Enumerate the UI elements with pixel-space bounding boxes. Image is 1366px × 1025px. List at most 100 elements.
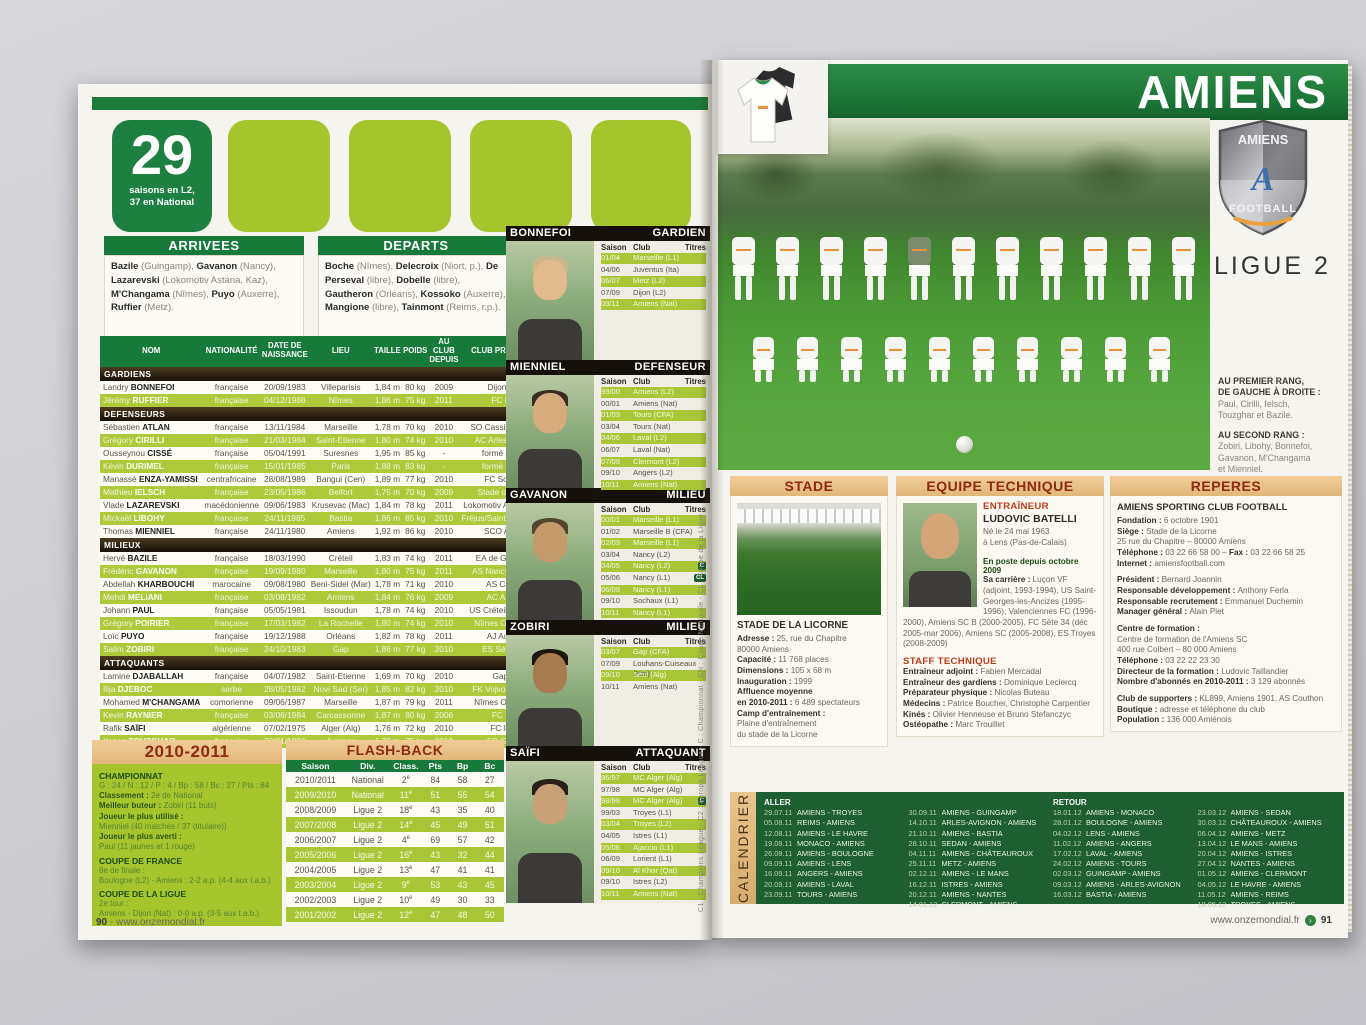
fixture-date: 27.04.12 — [1197, 859, 1227, 869]
player-data-cell: 05/05/1981 — [260, 603, 309, 617]
player-data-cell: 70 kg — [402, 420, 429, 434]
player-figure-shirt — [840, 337, 862, 359]
fixture-date: 01.05.12 — [1197, 869, 1227, 879]
player-first-name: Loïc — [103, 631, 121, 642]
fixture-match: BOULOGNE - AMIENS — [1086, 818, 1163, 828]
flashback-cell: 2001/2002 — [286, 907, 345, 922]
fixtures-column-header: RETOUR — [1053, 798, 1087, 807]
player-data-cell: 20/09/1983 — [260, 380, 309, 394]
player-data-cell: Novi Sad (Ser) — [308, 682, 373, 696]
table-row: Ilija DJEBOC serbe 28/05/1982 Novi Sad (Ser… — [100, 682, 555, 696]
flashback-title: FLASH-BACK — [286, 740, 504, 760]
text-line: Né le 24 mai 1963 — [903, 527, 1097, 538]
right-page-footer: www.onzemondial.fr › 91 — [1210, 915, 1332, 926]
player-data-cell: 09/06/1987 — [260, 695, 309, 709]
bold-text: Directeur de la formation : — [1117, 666, 1222, 676]
list-item: 04/06 Laval (L2) — [601, 433, 706, 444]
flashback-cell: 48 — [449, 907, 476, 922]
player-data-cell: 2010 — [428, 511, 460, 525]
squad-section-row: MILIEUX — [100, 537, 555, 552]
text-line: Affluence moyenne — [737, 687, 881, 698]
player-data-cell: 1,76 m — [372, 721, 403, 735]
fixture-date: 04.11.11 — [908, 848, 937, 858]
plain-text: 03 22 66 58 00 – — [1165, 547, 1229, 557]
player-data-cell: 71 kg — [402, 577, 429, 591]
player-data-cell: française — [202, 603, 261, 617]
fixture-row: 14.01.12 CLERMONT - AMIENS — [909, 900, 1050, 910]
player-data-cell: marocaine — [202, 577, 261, 591]
player-figure-legs — [858, 276, 892, 300]
fixture-match: ANGERS - AMIENS — [797, 869, 863, 879]
fixture-match: AMIENS - LE MANS — [941, 869, 1009, 879]
table-row: Jérémy RUFFIER française 04/12/1988 Nîmes 1,… — [100, 393, 555, 407]
player-data-cell: 09/08/1980 — [260, 577, 309, 591]
plain-text: 2e de National — [151, 791, 203, 801]
fixture-match: AMIENS - BASTIA — [941, 828, 1003, 838]
player-figure-shirt — [1060, 337, 1082, 359]
history-titles: CL — [694, 573, 706, 584]
fixture-match: ARLES-AVIGNON - AMIENS — [941, 818, 1037, 828]
player-first-name: Grégory — [103, 435, 136, 446]
sponsor-stripe — [867, 249, 883, 251]
player-last-name: DJABALLAH — [132, 671, 184, 682]
player-name-cell: Vlade LAZAREVSKI — [100, 498, 203, 512]
player-data-cell: 86 kg — [402, 524, 429, 538]
history-season: 96/97 — [601, 773, 621, 782]
player-data-cell: française — [202, 511, 261, 525]
player-last-name: MELIANI — [127, 592, 163, 603]
player-figure-shorts — [908, 265, 930, 276]
player-figure — [1098, 336, 1132, 382]
plain-text: Marc Trouillet — [955, 720, 1005, 730]
flashback-cell: Ligue 2 — [344, 832, 391, 847]
text-heading: DE GAUCHE À DROITE : — [1218, 387, 1321, 398]
flashback-cell: 12e — [390, 907, 422, 922]
flashback-cell: 33 — [475, 892, 504, 907]
flashback-cell: 13e — [390, 862, 422, 877]
player-last-name: MIENNIEL — [135, 526, 175, 537]
player-figure-shorts — [996, 265, 1018, 276]
player-data-cell: 24/10/1983 — [260, 642, 309, 656]
leg — [965, 276, 972, 300]
player-data-cell: 2009 — [428, 485, 460, 499]
transfer-player-info: (Metz). — [144, 302, 174, 314]
text-line: Amiens - Dijon (Nat) : 0-0 a.p. (3-5 aux… — [99, 909, 275, 919]
list-item: 03/07 Gap (CFA) — [601, 647, 706, 658]
history-season: 10/11 — [601, 607, 620, 617]
history-header-row: Saison Club Titres — [601, 636, 706, 647]
history-season: 10/11 — [601, 681, 620, 691]
player-name-cell: Ousseynou CISSÉ — [100, 446, 203, 460]
flashback-cell: 84 — [421, 772, 450, 787]
squad-section-row: DEFENSEURS — [100, 406, 555, 421]
player-portrait — [506, 761, 594, 903]
transfer-player-name: Delecroix — [395, 261, 442, 272]
player-data-cell: Nîmes — [308, 393, 373, 407]
player-data-cell: 23/05/1986 — [260, 485, 309, 499]
history-season: 98/99 — [601, 796, 621, 806]
player-name-cell: Mathieu IELSCH — [100, 485, 203, 499]
player-name-cell: Jérémy RUFFIER — [100, 393, 203, 407]
transfer-player-name: Gautheron — [325, 288, 376, 300]
sponsor-stripe — [1108, 349, 1122, 351]
transfer-player-name: Puyo — [211, 288, 238, 300]
player-data-cell: Marseille — [308, 564, 373, 578]
page-edge-decoration — [1348, 66, 1352, 932]
plain-text: 80000 Amiens — [737, 644, 789, 654]
player-figure-legs — [1098, 370, 1132, 382]
transfer-player-info: (Niort, p.), — [441, 261, 487, 272]
player-portrait — [506, 375, 594, 488]
fixture-row: 29.07.11 AMIENS - TROYES — [764, 808, 905, 818]
technical-team-box: EQUIPE TECHNIQUE ENTRAÎNEUR LUDOVIC BATE… — [896, 476, 1104, 737]
plain-text: 25, rue du Chapitre — [776, 634, 847, 643]
list-item: 06/07 Laval (Nat) — [601, 445, 706, 456]
column-header: Div. — [344, 760, 391, 772]
player-data-cell: 15/01/1985 — [260, 459, 309, 473]
flashback-cell: 43 — [421, 802, 450, 817]
list-item: 07/09 Louhans-Cuiseaux (Nat) — [601, 659, 706, 679]
left-page-footer: 90 - www.onzemondial.fr — [96, 917, 206, 928]
sponsor-stripe — [911, 249, 927, 251]
transfer-player-name: De Perseval — [325, 261, 499, 286]
leg — [833, 276, 840, 300]
player-head — [533, 260, 567, 301]
player-card: GAVANON MILIEU Saison Club Titres 00/01 Marsei… — [506, 488, 710, 620]
fixture-date: 16.09.11 — [764, 869, 793, 879]
